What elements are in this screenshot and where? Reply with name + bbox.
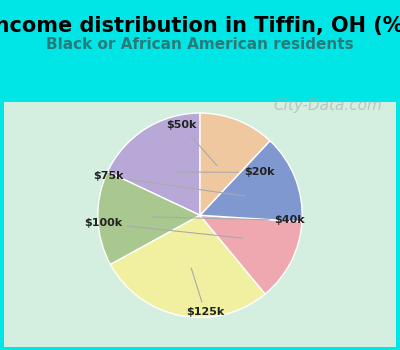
- Text: $100k: $100k: [84, 218, 243, 238]
- Text: Black or African American residents: Black or African American residents: [46, 37, 354, 52]
- Text: $40k: $40k: [152, 215, 305, 225]
- Text: $20k: $20k: [175, 167, 274, 177]
- Wedge shape: [200, 215, 302, 294]
- FancyBboxPatch shape: [4, 102, 396, 346]
- Text: City-Data.com: City-Data.com: [274, 98, 382, 113]
- Wedge shape: [108, 113, 200, 215]
- Wedge shape: [200, 141, 302, 222]
- Wedge shape: [98, 172, 200, 265]
- Text: Income distribution in Tiffin, OH (%): Income distribution in Tiffin, OH (%): [0, 16, 400, 36]
- Text: $75k: $75k: [93, 172, 245, 196]
- Wedge shape: [200, 113, 270, 215]
- Wedge shape: [110, 215, 265, 317]
- Text: $50k: $50k: [166, 120, 217, 166]
- Text: $125k: $125k: [186, 268, 224, 317]
